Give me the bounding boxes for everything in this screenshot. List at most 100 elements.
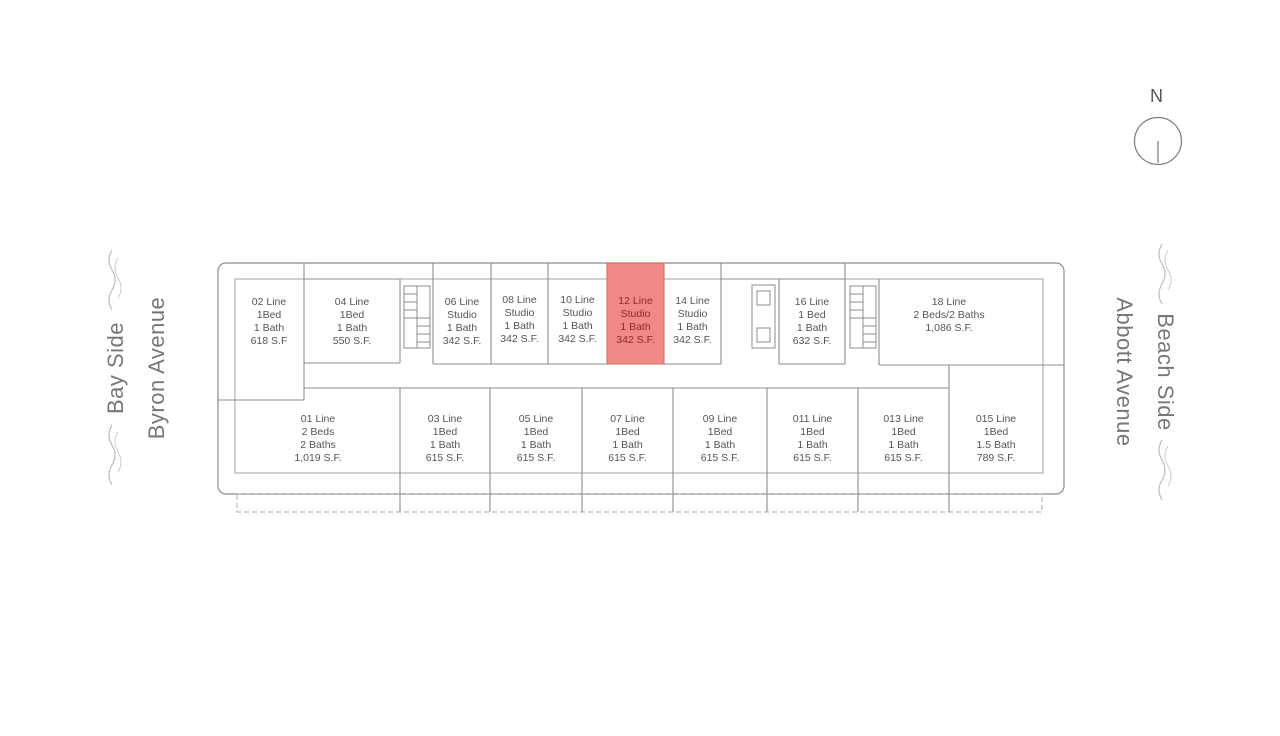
unit-015[interactable]: 015 Line 1Bed 1.5 Bath 789 S.F. (949, 413, 1043, 465)
unit-line-label: 04 Line (334, 296, 370, 308)
unit-bathrooms: 1 Bath (562, 320, 593, 332)
unit-bedrooms: Studio (677, 308, 708, 320)
unit-bedrooms: 1Bed (339, 309, 365, 321)
unit-bedrooms: 1Bed (800, 426, 825, 438)
unit-area: 632 S.F. (792, 335, 832, 347)
unit-line-label: 06 Line (444, 296, 480, 308)
unit-09[interactable]: 09 Line 1Bed 1 Bath 615 S.F. (673, 413, 767, 465)
unit-area: 342 S.F. (673, 334, 712, 346)
unit-bedrooms: 1Bed (615, 426, 640, 438)
unit-line-label: 09 Line (702, 413, 738, 425)
unit-area: 342 S.F. (500, 333, 539, 345)
unit-area: 615 S.F. (425, 452, 465, 464)
unit-bathrooms: 1 Bath (336, 322, 368, 334)
unit-line-label: 03 Line (427, 413, 463, 425)
unit-area: 342 S.F. (558, 333, 597, 345)
abbott-avenue-label: Abbott Avenue (1112, 297, 1137, 447)
compass-icon (1133, 116, 1183, 166)
unit-bedrooms: 1Bed (891, 426, 916, 438)
unit-area: 615 S.F. (608, 452, 647, 464)
unit-16[interactable]: 16 Line 1 Bed 1 Bath 632 S.F. (779, 296, 845, 348)
unit-bathrooms: 1 Bath (253, 322, 285, 334)
beach-wave-icon (1164, 445, 1172, 487)
unit-bathrooms: 1 Bath (677, 321, 708, 333)
unit-bathrooms: 1 Bath (704, 439, 736, 451)
unit-07[interactable]: 07 Line 1Bed 1 Bath 615 S.F. (582, 413, 673, 465)
unit-line-label: 013 Line (883, 413, 924, 425)
unit-10[interactable]: 10 Line Studio 1 Bath 342 S.F. (548, 294, 607, 346)
unit-area: 615 S.F. (700, 452, 740, 464)
unit-14[interactable]: 14 Line Studio 1 Bath 342 S.F. (664, 295, 721, 347)
beach-wave-icon (1158, 439, 1166, 501)
balcony-outline (236, 493, 1043, 513)
beach-wave-icon (1164, 249, 1172, 291)
unit-04[interactable]: 04 Line 1Bed 1 Bath 550 S.F. (304, 296, 400, 348)
unit-line-label: 12 Line (618, 295, 653, 307)
unit-06[interactable]: 06 Line Studio 1 Bath 342 S.F. (433, 296, 491, 348)
unit-area: 342 S.F. (442, 335, 482, 347)
unit-bathrooms: 1 Bath (520, 439, 552, 451)
unit-line-label: 16 Line (794, 296, 830, 308)
unit-walls (218, 263, 1064, 512)
unit-line-label: 14 Line (675, 295, 710, 307)
unit-line-label: 18 Line (931, 296, 967, 308)
stair-icon (403, 285, 431, 349)
unit-area: 615 S.F. (516, 452, 556, 464)
unit-area: 618 S.F (250, 335, 288, 347)
elevator-icon (751, 284, 776, 349)
bay-wave-icon (114, 431, 122, 473)
selected-unit-highlight[interactable] (606, 262, 665, 365)
unit-bedrooms: 2 Beds (301, 426, 335, 438)
unit-line-label: 011 Line (792, 413, 833, 425)
unit-bedrooms: 1Bed (432, 426, 458, 438)
unit-bedrooms: 2 Beds/2 Baths (913, 309, 985, 321)
unit-bedrooms: Studio (504, 307, 535, 319)
unit-bathrooms: 1 Bath (504, 320, 535, 332)
unit-011[interactable]: 011 Line 1Bed 1 Bath 615 S.F. (767, 413, 858, 465)
unit-bathrooms: 1 Bath (796, 322, 828, 334)
unit-08[interactable]: 08 Line Studio 1 Bath 342 S.F. (491, 294, 548, 346)
bay-wave-icon (108, 249, 116, 311)
stair-icon (849, 285, 877, 349)
unit-area: 615 S.F. (884, 452, 923, 464)
unit-line-label: 08 Line (502, 294, 537, 306)
unit-01[interactable]: 01 Line 2 Beds 2 Baths 1,019 S.F. (236, 413, 400, 465)
unit-area: 342 S.F. (616, 334, 655, 346)
unit-area: 1,019 S.F. (294, 452, 342, 464)
unit-12-selected[interactable]: 12 Line Studio 1 Bath 342 S.F. (607, 295, 664, 347)
unit-02[interactable]: 02 Line 1Bed 1 Bath 618 S.F (236, 296, 302, 348)
unit-bedrooms: Studio (620, 308, 651, 320)
unit-bedrooms: 1Bed (707, 426, 733, 438)
unit-bathrooms: 2 Baths (300, 439, 336, 451)
bay-wave-icon (114, 257, 122, 299)
unit-bedrooms: 1 Bed (798, 309, 826, 321)
unit-03[interactable]: 03 Line 1Bed 1 Bath 615 S.F. (400, 413, 490, 465)
unit-area: 550 S.F. (332, 335, 372, 347)
unit-05[interactable]: 05 Line 1Bed 1 Bath 615 S.F. (490, 413, 582, 465)
unit-area: 1,086 S.F. (925, 322, 973, 334)
unit-bathrooms: 1 Bath (612, 439, 643, 451)
compass-north-label: N (1150, 86, 1163, 106)
byron-avenue-label: Byron Avenue (144, 296, 169, 440)
unit-line-label: 015 Line (975, 413, 1017, 425)
unit-bathrooms: 1 Bath (797, 439, 828, 451)
unit-line-label: 07 Line (610, 413, 645, 425)
unit-013[interactable]: 013 Line 1Bed 1 Bath 615 S.F. (858, 413, 949, 465)
unit-bathrooms: 1.5 Bath (976, 439, 1016, 451)
unit-line-label: 01 Line (300, 413, 336, 425)
unit-bedrooms: 1Bed (256, 309, 282, 321)
unit-area: 615 S.F. (793, 452, 832, 464)
beach-wave-icon (1158, 243, 1166, 305)
bay-side-label: Bay Side (103, 321, 128, 415)
unit-18[interactable]: 18 Line 2 Beds/2 Baths 1,086 S.F. (879, 296, 1019, 335)
unit-area: 789 S.F. (976, 452, 1016, 464)
unit-bedrooms: 1Bed (523, 426, 549, 438)
bay-wave-icon (108, 424, 116, 486)
unit-bathrooms: 1 Bath (446, 322, 478, 334)
unit-bathrooms: 1 Bath (888, 439, 919, 451)
unit-line-label: 05 Line (518, 413, 554, 425)
unit-bedrooms: 1Bed (983, 426, 1009, 438)
unit-bedrooms: Studio (447, 309, 477, 321)
